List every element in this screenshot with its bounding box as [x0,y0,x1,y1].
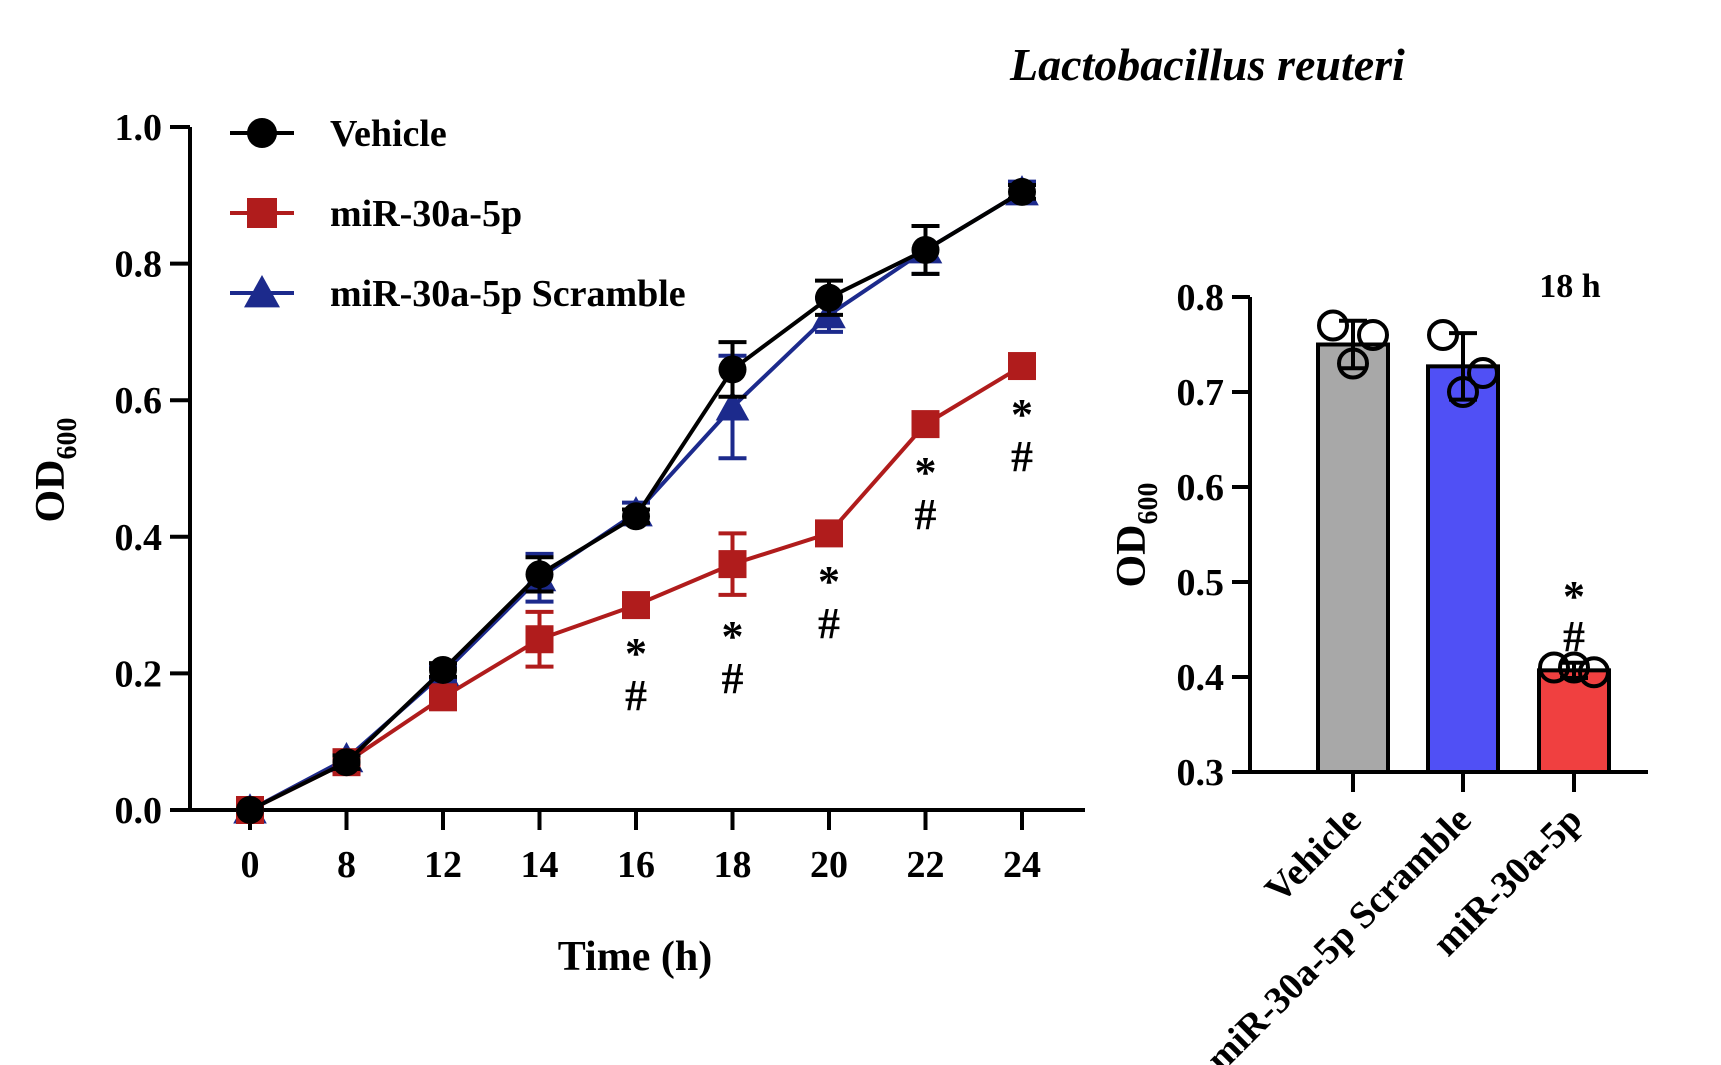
data-point [715,390,750,421]
bar-group-mir-30a-5p-scramble [1426,319,1500,774]
legend-label: miR-30a-5p [330,193,522,235]
line-chart-x-tick-label: 14 [521,844,559,886]
bar-chart-y-tick-label: 0.8 [1177,277,1225,319]
line-chart-y-label-sub: 600 [52,418,83,460]
significance-mark: # [818,599,840,648]
bar-group-vehicle [1316,309,1390,774]
data-point [622,591,650,620]
line-chart-y-label-main: OD [28,460,74,523]
line-chart-x-tick-label: 0 [241,844,260,886]
data-point [525,560,554,589]
line-chart-series [233,175,1039,824]
significance-mark: # [1011,432,1033,481]
bar-chart-y-axis-label: OD600 [1109,483,1164,588]
replicate-point [1558,651,1590,684]
data-point [429,655,457,684]
significance-mark: * [915,448,937,497]
data-point [718,550,747,579]
significance-mark: # [722,654,744,703]
significance-mark: # [1563,612,1585,661]
legend-marker [247,198,277,228]
line-chart-significance-marks: *#*#*#*#*# [625,390,1033,720]
significance-mark: # [625,671,647,720]
legend-marker [244,275,280,308]
data-point [815,283,843,312]
data-point [525,625,554,654]
legend-marker [247,118,277,148]
line-chart-y-tick-label: 1.0 [115,107,163,149]
bar-chart-significance-marks: *# [1563,572,1585,661]
replicate-point [1538,651,1570,684]
bar-chart-y-tick-label: 0.3 [1177,752,1225,794]
bar-chart-y-label-sub: 600 [1133,483,1164,525]
bar [1316,342,1390,774]
replicate-point [1467,357,1499,389]
bar-chart-y-tick-label: 0.7 [1177,372,1225,414]
line-chart-x-tick-label: 22 [907,844,945,886]
bar-chart-y-tick-label: 0.4 [1177,657,1225,699]
bar [1426,364,1500,774]
data-point [1008,352,1036,381]
replicate-point [1337,347,1369,380]
replicate-point [1447,376,1479,408]
line-chart-y-axis-label: OD600 [28,418,83,523]
bar-chart-bars [1316,309,1611,774]
line-chart-y-ticks: 0.0 0.2 0.4 0.6 0.8 1.0 [115,107,190,832]
line-chart-legend: Vehicle miR-30a-5p miR-30a-5p Scramble [230,113,686,315]
data-point [911,410,940,439]
svg-text:OD600: OD600 [28,418,83,523]
line-series-vehicle [236,177,1036,824]
line-chart-x-axis-label: Time (h) [558,934,712,980]
significance-mark: * [1011,390,1033,439]
data-point [718,355,747,384]
legend-label: Vehicle [330,113,447,155]
data-point [815,519,843,548]
line-chart-x-tick-label: 16 [617,844,655,886]
line-chart-x-tick-label: 8 [337,844,356,886]
data-point [332,748,361,777]
line-chart-x-ticks: 0 8 12 14 16 18 20 22 24 [241,810,1041,886]
data-point [911,235,940,264]
bar-chart-y-tick-label: 0.6 [1177,467,1225,509]
bar-chart-title: 18 h [1539,268,1601,305]
line-chart-x-tick-label: 24 [1003,844,1041,886]
bar-chart-y-label-main: OD [1109,525,1155,588]
replicate-point [1357,319,1389,351]
significance-mark: * [1563,572,1585,621]
replicate-point [1427,319,1459,351]
svg-text:OD600: OD600 [1109,483,1164,588]
data-point [429,683,457,712]
bar-chart-x-tick-label: Vehicle [1257,799,1369,911]
replicate-point [1578,656,1610,689]
line-chart-y-tick-label: 0.2 [115,653,163,695]
line-chart-y-tick-label: 0.6 [115,380,163,422]
significance-mark: * [625,629,647,678]
line-chart-x-tick-label: 18 [714,844,752,886]
line-chart-y-tick-label: 0.0 [115,790,163,832]
line-chart-x-tick-label: 12 [424,844,462,886]
line-chart-y-tick-label: 0.4 [115,517,163,559]
bar-group-mir-30a-5p [1537,651,1611,774]
data-point [1008,177,1036,206]
significance-mark: # [915,490,937,539]
bar-chart-y-ticks: 0.3 0.4 0.5 0.6 0.7 0.8 [1177,277,1250,794]
significance-mark: * [818,557,840,606]
replicate-point [1317,309,1349,342]
bar-chart-y-tick-label: 0.5 [1177,562,1225,604]
data-point [236,796,264,824]
figure-title: Lactobacillus reuteri [1009,39,1405,90]
line-chart-y-tick-label: 0.8 [115,244,163,286]
significance-mark: * [722,612,744,661]
line-chart-x-tick-label: 20 [810,844,848,886]
data-point [622,502,650,531]
legend-label: miR-30a-5p Scramble [330,273,686,315]
growth-curve-chart: 0.00.20.40.60.81.0 0 8 12 14 16 18 20 22 24 *#*#… [28,107,1085,980]
